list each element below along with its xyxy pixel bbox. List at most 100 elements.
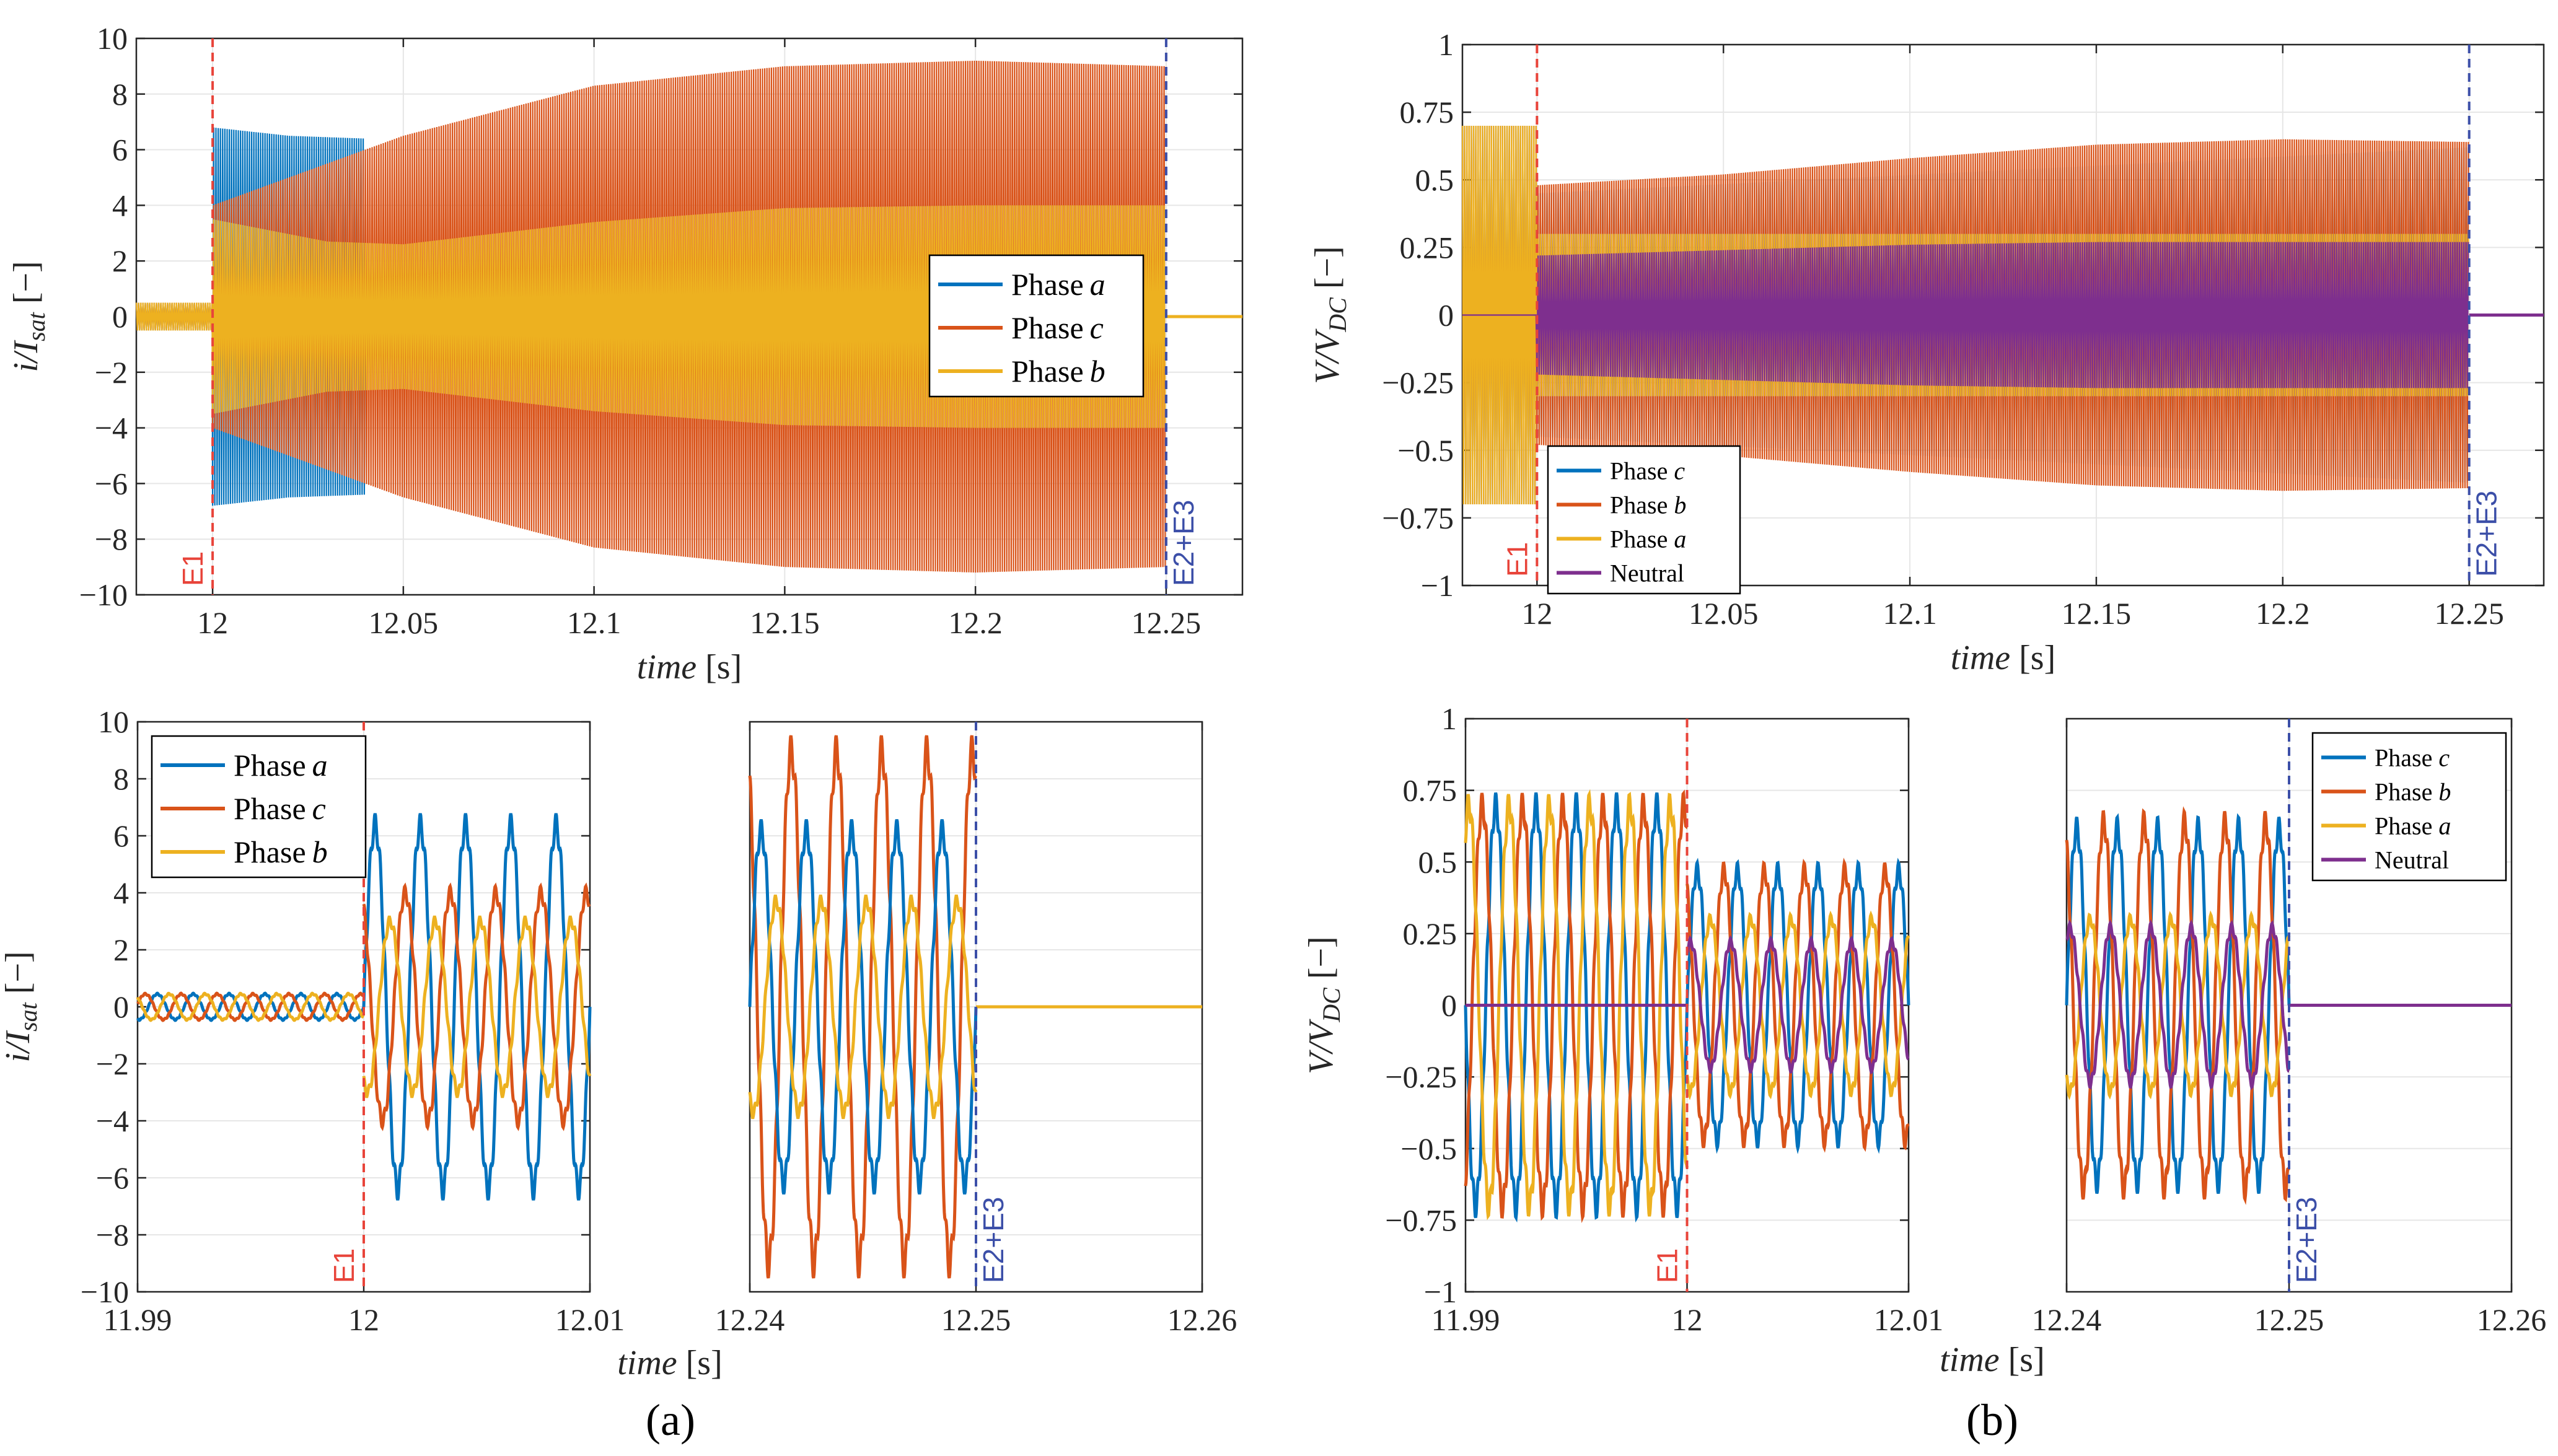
x-tick-label: 12.26 bbox=[2477, 1302, 2547, 1337]
event-label: E2+E3 bbox=[2471, 491, 2503, 577]
y-axis-label-unit: [−] bbox=[7, 261, 45, 304]
x-tick-label: 12.15 bbox=[2062, 596, 2132, 631]
y-axis-label-unit: [−] bbox=[0, 951, 37, 994]
y-axis-label: V/VDC [−] bbox=[1302, 936, 1345, 1074]
y-tick-label: −2 bbox=[96, 1046, 129, 1081]
series-line-post bbox=[1686, 935, 1910, 1075]
y-tick-label: −1 bbox=[1424, 1274, 1457, 1309]
legend-label: Neutral bbox=[1610, 559, 1684, 587]
event-label: E1 bbox=[177, 551, 209, 586]
legend-label-text: Phase bbox=[1011, 267, 1084, 302]
y-tick-label: −10 bbox=[81, 1274, 129, 1309]
y-axis-label: i/Isat [−] bbox=[7, 261, 50, 372]
series-line bbox=[2065, 910, 2291, 1100]
y-tick-label: 0.75 bbox=[1403, 773, 1457, 808]
y-axis-label-sub: sat bbox=[22, 312, 50, 341]
y-tick-label: −8 bbox=[95, 522, 128, 556]
legend-label-text: Phase bbox=[1610, 457, 1668, 485]
x-tick-label: 12.24 bbox=[2032, 1302, 2102, 1337]
y-tick-label: −1 bbox=[1421, 568, 1454, 603]
legend-label-text: Phase bbox=[234, 791, 306, 826]
y-axis-label-unit: [−] bbox=[1308, 246, 1347, 289]
x-tick-label: 12.15 bbox=[750, 605, 820, 640]
y-tick-label: 10 bbox=[98, 704, 129, 739]
y-tick-label: 6 bbox=[113, 818, 129, 853]
legend-label: Phase c bbox=[234, 791, 326, 826]
y-axis-label: i/Isat [−] bbox=[0, 951, 42, 1062]
x-tick-label: 12.25 bbox=[1132, 605, 1202, 640]
legend-label-italic: c bbox=[312, 791, 326, 826]
y-tick-label: −0.75 bbox=[1382, 501, 1454, 535]
chart-b-top: 12 12.05 12.1 12.15 12.2 12.25 −1 −0.75 −0.5 −0.2… bbox=[1308, 27, 2545, 677]
y-axis-label-sub: DC bbox=[1324, 297, 1352, 333]
x-axis-label-var: time bbox=[637, 648, 697, 686]
y-tick-label: 0.5 bbox=[1418, 844, 1457, 879]
series-line-post bbox=[1686, 910, 1910, 1100]
x-tick-label: 12.25 bbox=[941, 1302, 1011, 1337]
y-axis-label-var: V/V bbox=[1308, 328, 1347, 384]
x-tick-label: 11.99 bbox=[103, 1302, 172, 1337]
y-tick-label: 6 bbox=[112, 133, 128, 167]
legend-label-italic: a bbox=[1090, 267, 1105, 302]
y-tick-label: 10 bbox=[97, 21, 128, 56]
series-line-post bbox=[362, 882, 591, 1131]
legend-box bbox=[2311, 732, 2507, 882]
legend-label-italic: c bbox=[1674, 457, 1685, 485]
legend-label-italic: b bbox=[312, 835, 328, 869]
y-tick-label: 0.5 bbox=[1415, 162, 1454, 197]
event-label: E2+E3 bbox=[2290, 1197, 2323, 1283]
legend-label-italic: a bbox=[312, 748, 328, 783]
y-axis-label-var: V/V bbox=[1302, 1019, 1340, 1074]
chart-a-bottom-left: 11.99 12 12.01 −10 −8 −6 −4 −2 0 2 4 6 8 10 E1 i/Isat [−… bbox=[0, 704, 625, 1337]
legend-label-text: Neutral bbox=[1610, 559, 1684, 587]
y-tick-label: −4 bbox=[96, 1103, 129, 1138]
chart-a-top: 12 12.05 12.1 12.15 12.2 12.25 −10 −8 −6 −4 −2 0 2 4 6… bbox=[7, 21, 1244, 686]
event-label: E1 bbox=[1501, 542, 1533, 577]
legend-label-italic: b bbox=[1090, 354, 1105, 388]
x-tick-label: 12 bbox=[1521, 596, 1552, 631]
x-axis-label-var: time bbox=[617, 1344, 677, 1382]
chart-b-bottom-left: 11.99 12 12.01 −1 −0.75 −0.5 −0.25 0 0.25 0.5 0.75… bbox=[1302, 701, 1943, 1337]
x-axis-label-unit: [s] bbox=[2008, 1341, 2045, 1379]
event-label: E2+E3 bbox=[977, 1197, 1009, 1283]
y-tick-label: 0 bbox=[113, 989, 129, 1024]
y-tick-label: −2 bbox=[95, 355, 128, 390]
y-tick-label: −0.75 bbox=[1385, 1203, 1457, 1237]
legend-label: Phase a bbox=[1610, 525, 1686, 553]
x-tick-label: 12.25 bbox=[2434, 596, 2504, 631]
x-tick-label: 12.26 bbox=[1167, 1302, 1237, 1337]
legend-label: Phase c bbox=[2375, 744, 2450, 772]
y-tick-label: 8 bbox=[113, 761, 129, 796]
event-label: E1 bbox=[1651, 1248, 1684, 1283]
x-tick-label: 12.05 bbox=[369, 605, 439, 640]
caption-b: (b) bbox=[1966, 1395, 2018, 1445]
x-tick-label: 12.24 bbox=[715, 1302, 785, 1337]
y-tick-label: 0.25 bbox=[1403, 916, 1457, 951]
series-line bbox=[748, 819, 978, 1195]
event-label: E2+E3 bbox=[1167, 500, 1200, 586]
y-tick-label: −10 bbox=[79, 577, 128, 612]
y-tick-label: −6 bbox=[96, 1160, 129, 1195]
y-tick-label: 2 bbox=[112, 243, 128, 278]
x-tick-label: 12 bbox=[197, 605, 228, 640]
y-tick-label: 0.75 bbox=[1400, 95, 1454, 129]
y-axis-label: V/VDC [−] bbox=[1308, 246, 1352, 384]
legend-label-text: Phase bbox=[2375, 744, 2432, 772]
y-tick-label: −0.25 bbox=[1382, 366, 1454, 400]
legend-label: Phase a bbox=[1011, 267, 1105, 302]
x-tick-label: 12.01 bbox=[555, 1302, 625, 1337]
y-tick-label: 0 bbox=[1438, 298, 1454, 333]
x-tick-label: 12.05 bbox=[1689, 596, 1759, 631]
y-axis-label-unit: [−] bbox=[1302, 936, 1340, 979]
x-tick-label: 12.1 bbox=[567, 605, 622, 640]
y-tick-label: 0 bbox=[1441, 988, 1457, 1023]
x-axis-label: time [s] bbox=[1940, 1341, 2045, 1379]
y-tick-label: −0.5 bbox=[1397, 433, 1454, 468]
legend-label-italic: a bbox=[1674, 525, 1686, 553]
y-tick-label: −6 bbox=[95, 466, 128, 501]
y-tick-label: 1 bbox=[1441, 701, 1457, 736]
x-axis-label: time [s] bbox=[637, 648, 742, 686]
legend-label-text: Phase bbox=[1610, 491, 1668, 519]
legend-label: Phase a bbox=[234, 748, 328, 783]
